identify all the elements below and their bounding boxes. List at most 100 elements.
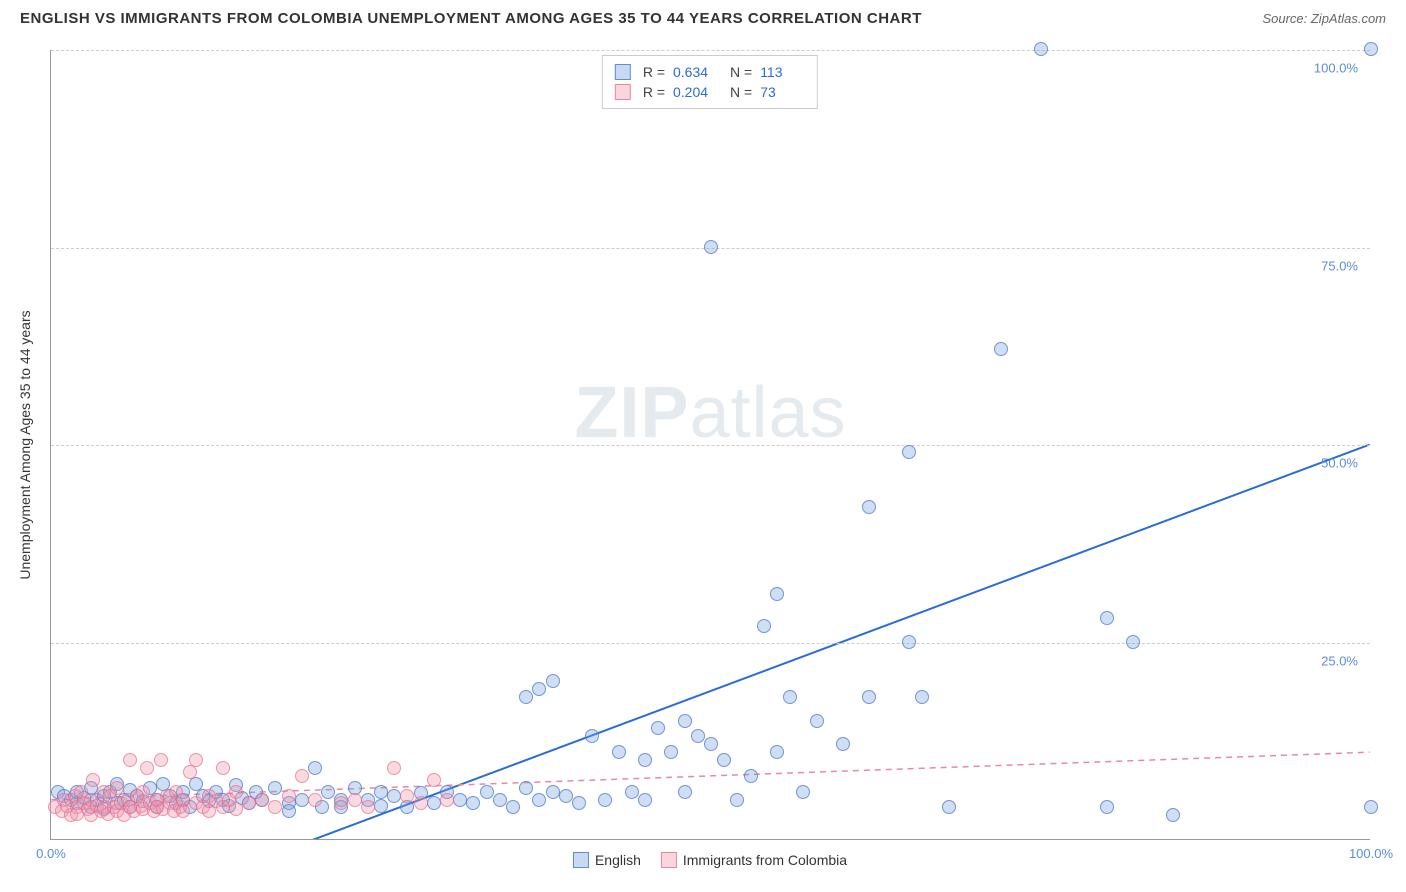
scatter-point: [770, 745, 784, 759]
legend-swatch: [661, 852, 677, 868]
scatter-point: [704, 240, 718, 254]
scatter-point: [268, 800, 282, 814]
scatter-point: [572, 796, 586, 810]
legend-series: English Immigrants from Colombia: [573, 852, 847, 868]
scatter-point: [321, 785, 335, 799]
legend-label: Immigrants from Colombia: [683, 852, 847, 868]
scatter-point: [862, 500, 876, 514]
scatter-point: [427, 773, 441, 787]
scatter-point: [1100, 800, 1114, 814]
scatter-point: [348, 793, 362, 807]
scatter-point: [268, 781, 282, 795]
scatter-point: [1126, 635, 1140, 649]
scatter-point: [915, 690, 929, 704]
n-value: 113: [760, 64, 805, 80]
scatter-point: [836, 737, 850, 751]
scatter-point: [585, 729, 599, 743]
scatter-point: [942, 800, 956, 814]
r-value: 0.204: [673, 84, 718, 100]
scatter-point: [374, 799, 388, 813]
legend-swatch: [573, 852, 589, 868]
scatter-point: [308, 793, 322, 807]
y-tick-label: 100.0%: [1314, 61, 1358, 76]
scatter-point: [902, 635, 916, 649]
legend-stat-row: R = 0.634 N = 113: [615, 62, 805, 82]
scatter-point: [744, 769, 758, 783]
chart-title: ENGLISH VS IMMIGRANTS FROM COLOMBIA UNEM…: [20, 10, 922, 27]
scatter-point: [453, 793, 467, 807]
scatter-point: [295, 769, 309, 783]
gridline: [51, 643, 1370, 644]
scatter-point: [810, 714, 824, 728]
scatter-point: [559, 789, 573, 803]
scatter-point: [374, 785, 388, 799]
scatter-point: [717, 753, 731, 767]
scatter-point: [282, 789, 296, 803]
scatter-point: [638, 793, 652, 807]
scatter-point: [678, 714, 692, 728]
scatter-point: [387, 761, 401, 775]
scatter-point: [546, 785, 560, 799]
scatter-point: [387, 789, 401, 803]
r-label: R =: [643, 84, 665, 100]
scatter-point: [506, 800, 520, 814]
legend-stats: R =0.634N =113R =0.204N =73: [602, 55, 818, 109]
scatter-point: [730, 793, 744, 807]
scatter-point: [493, 793, 507, 807]
scatter-point: [862, 690, 876, 704]
watermark: ZIPatlas: [574, 372, 846, 454]
n-label: N =: [730, 84, 752, 100]
scatter-point: [361, 800, 375, 814]
scatter-point: [176, 804, 190, 818]
scatter-point: [308, 761, 322, 775]
x-tick-label: 0.0%: [36, 846, 66, 861]
scatter-point: [994, 342, 1008, 356]
scatter-point: [612, 745, 626, 759]
scatter-point: [140, 761, 154, 775]
chart-header: ENGLISH VS IMMIGRANTS FROM COLOMBIA UNEM…: [0, 0, 1406, 32]
scatter-point: [625, 785, 639, 799]
scatter-point: [638, 753, 652, 767]
scatter-point: [1364, 42, 1378, 56]
scatter-point: [427, 796, 441, 810]
scatter-point: [532, 793, 546, 807]
scatter-point: [519, 690, 533, 704]
legend-swatch: [615, 64, 631, 80]
y-tick-label: 25.0%: [1321, 653, 1358, 668]
scatter-point: [282, 804, 296, 818]
legend-swatch: [615, 84, 631, 100]
scatter-point: [664, 745, 678, 759]
scatter-point: [783, 690, 797, 704]
r-label: R =: [643, 64, 665, 80]
scatter-point: [229, 802, 243, 816]
gridline: [51, 50, 1370, 51]
scatter-point: [1100, 611, 1114, 625]
scatter-point: [1364, 800, 1378, 814]
scatter-point: [902, 445, 916, 459]
y-axis-label: Unemployment Among Ages 35 to 44 years: [17, 310, 33, 579]
scatter-point: [480, 785, 494, 799]
legend-item: English: [573, 852, 641, 868]
scatter-point: [123, 753, 137, 767]
scatter-point: [1166, 808, 1180, 822]
n-label: N =: [730, 64, 752, 80]
scatter-point: [770, 587, 784, 601]
scatter-point: [440, 793, 454, 807]
scatter-point: [110, 781, 124, 795]
scatter-point: [598, 793, 612, 807]
x-tick-label: 100.0%: [1349, 846, 1393, 861]
scatter-point: [242, 796, 256, 810]
scatter-point: [546, 674, 560, 688]
scatter-point: [154, 753, 168, 767]
scatter-point: [400, 789, 414, 803]
legend-stat-row: R =0.204N =73: [615, 82, 805, 102]
chart-source: Source: ZipAtlas.com: [1262, 11, 1386, 26]
legend-item: Immigrants from Colombia: [661, 852, 847, 868]
y-tick-label: 75.0%: [1321, 258, 1358, 273]
scatter-point: [704, 737, 718, 751]
gridline: [51, 445, 1370, 446]
y-tick-label: 50.0%: [1321, 456, 1358, 471]
scatter-point: [189, 753, 203, 767]
scatter-point: [678, 785, 692, 799]
r-value: 0.634: [673, 64, 718, 80]
